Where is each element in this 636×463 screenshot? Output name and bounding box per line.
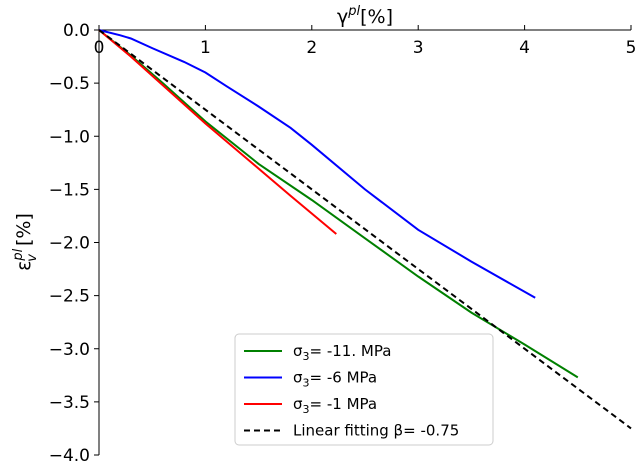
legend-label-0: σ3= -11. MPa [293,342,391,363]
legend-label-1: σ3= -6 MPa [293,369,377,390]
series-line-1 [98,29,536,299]
y-tick-label: −3.0 [49,340,90,360]
y-tick-label: −4.0 [49,446,90,463]
plot-lines [98,29,632,430]
y-tick-label: −2.0 [49,234,90,254]
y-tick-label: −2.5 [49,287,90,307]
legend: σ3= -11. MPa σ3= -6 MPa σ3= -1 MPa Linear f… [234,333,494,446]
legend-box [234,333,494,446]
series-line-2 [98,29,337,235]
y-tick-label: −0.5 [49,74,90,94]
x-tick-label: 2 [306,38,317,58]
x-tick-label: 0 [94,38,105,58]
y-axis-label: εplv[%] [11,213,40,271]
legend-label-2: σ3= -1 MPa [293,395,377,416]
series-line-3 [98,29,632,430]
legend-label-3: Linear fitting β= -0.75 [293,422,459,440]
series-line-0 [98,29,579,379]
y-tick-label: −1.5 [49,180,90,200]
x-tick-label: 3 [413,38,424,58]
x-tick-label: 5 [626,38,636,58]
y-tick-label: 0.0 [63,21,90,41]
x-axis-label: γpl[%] [337,4,393,28]
axes: 0 1 2 3 4 5 0.0 −0.5 −1.0 −1.5 −2.0 −2.5 −3.0 −3.5 −4.… [11,4,636,463]
y-tick-label: −3.5 [49,393,90,413]
y-tick-label: −1.0 [49,127,90,147]
x-tick-label: 4 [519,38,530,58]
x-tick-label: 1 [200,38,211,58]
